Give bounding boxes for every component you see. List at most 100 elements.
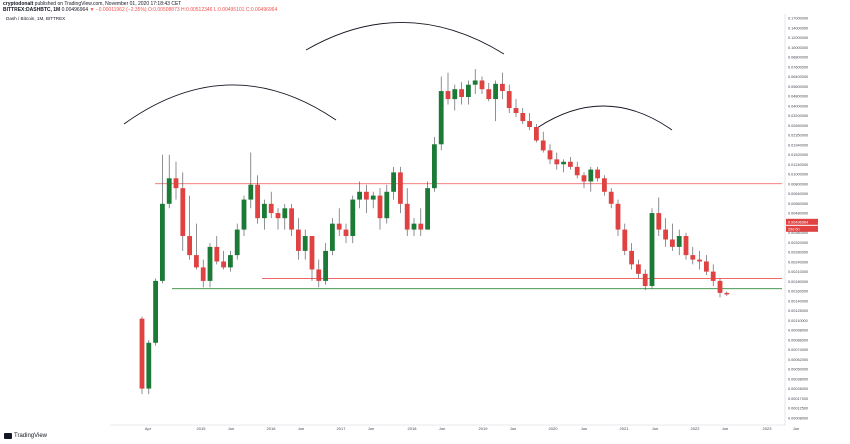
author-name[interactable]: cryptodonalt: [3, 1, 34, 7]
candle[interactable]: [547, 144, 553, 165]
candle[interactable]: [588, 166, 594, 192]
candle[interactable]: [724, 291, 730, 296]
candle[interactable]: [656, 197, 662, 237]
candle[interactable]: [391, 166, 396, 200]
candle[interactable]: [411, 218, 417, 237]
candle-body: [588, 169, 594, 182]
candle[interactable]: [527, 112, 532, 131]
candle[interactable]: [602, 175, 607, 196]
candle[interactable]: [241, 195, 247, 237]
candle[interactable]: [377, 188, 383, 230]
candle[interactable]: [221, 250, 226, 270]
candle[interactable]: [194, 223, 199, 270]
candle[interactable]: [200, 259, 206, 288]
candle[interactable]: [493, 80, 498, 122]
candle[interactable]: [432, 136, 437, 192]
candle[interactable]: [153, 278, 158, 346]
candle[interactable]: [466, 80, 471, 105]
candle[interactable]: [398, 166, 403, 214]
candle[interactable]: [350, 195, 356, 244]
price-tick-label: 0.17000000: [788, 17, 808, 21]
candle[interactable]: [309, 236, 315, 281]
candle[interactable]: [452, 84, 458, 111]
candle[interactable]: [608, 188, 614, 209]
candle[interactable]: [710, 264, 716, 286]
candle[interactable]: [438, 76, 444, 151]
candle[interactable]: [663, 218, 668, 247]
candle[interactable]: [282, 203, 288, 230]
candle[interactable]: [139, 316, 145, 395]
candle[interactable]: [364, 184, 369, 214]
candle[interactable]: [704, 255, 709, 275]
candle[interactable]: [629, 243, 634, 270]
candle[interactable]: [248, 152, 254, 209]
candle[interactable]: [595, 166, 600, 182]
candle[interactable]: [207, 243, 213, 288]
candle[interactable]: [418, 208, 424, 237]
candle[interactable]: [343, 223, 349, 244]
candle-body: [255, 184, 260, 219]
candle[interactable]: [323, 243, 328, 285]
candle[interactable]: [255, 175, 260, 224]
candle[interactable]: [166, 154, 172, 209]
candle[interactable]: [506, 84, 512, 113]
candle[interactable]: [513, 99, 519, 117]
candle[interactable]: [479, 76, 485, 94]
candle[interactable]: [459, 82, 464, 105]
candle[interactable]: [554, 152, 560, 170]
candle[interactable]: [568, 157, 573, 170]
candle[interactable]: [534, 123, 539, 143]
candle[interactable]: [445, 72, 451, 105]
candle[interactable]: [370, 191, 376, 209]
candle[interactable]: [296, 218, 301, 260]
candle-body: [710, 271, 716, 281]
candle[interactable]: [425, 181, 430, 230]
candle[interactable]: [622, 223, 628, 256]
candle[interactable]: [670, 223, 675, 251]
candle[interactable]: [404, 188, 410, 237]
candle[interactable]: [302, 229, 308, 260]
candle[interactable]: [214, 236, 220, 265]
candle[interactable]: [357, 181, 362, 209]
candle[interactable]: [690, 246, 696, 265]
candle[interactable]: [289, 203, 294, 237]
candle[interactable]: [574, 161, 580, 179]
candle[interactable]: [649, 208, 655, 289]
candle-body: [289, 208, 294, 230]
candle[interactable]: [262, 199, 267, 230]
candle[interactable]: [275, 208, 281, 230]
candle[interactable]: [316, 259, 322, 288]
candle[interactable]: [717, 278, 723, 298]
price-tick-label: 0.00240000: [788, 260, 808, 264]
candle[interactable]: [636, 259, 641, 279]
candle[interactable]: [500, 72, 505, 100]
candle[interactable]: [561, 159, 566, 173]
candle[interactable]: [683, 232, 689, 260]
candle[interactable]: [336, 208, 342, 237]
price-tick-label: 0.00560000: [788, 202, 808, 206]
price-tick-label: 0.00086000: [788, 338, 808, 342]
publish-info: published on TradingView.com, November 0…: [34, 1, 182, 7]
candle[interactable]: [187, 195, 192, 260]
candle[interactable]: [520, 108, 526, 124]
candle[interactable]: [472, 69, 478, 94]
candle[interactable]: [642, 269, 648, 291]
candle[interactable]: [180, 172, 186, 251]
candle[interactable]: [160, 154, 165, 284]
candle[interactable]: [228, 250, 233, 272]
candle[interactable]: [173, 161, 179, 200]
candle-body: [622, 229, 628, 251]
candle[interactable]: [676, 229, 682, 256]
candle[interactable]: [615, 199, 621, 237]
candle[interactable]: [486, 82, 492, 102]
candle[interactable]: [384, 184, 390, 224]
candle[interactable]: [581, 172, 587, 189]
candle[interactable]: [146, 339, 152, 395]
candle[interactable]: [330, 218, 335, 256]
candle[interactable]: [268, 191, 274, 219]
candle[interactable]: [697, 250, 702, 270]
candle[interactable]: [234, 223, 240, 260]
candle[interactable]: [540, 131, 546, 153]
